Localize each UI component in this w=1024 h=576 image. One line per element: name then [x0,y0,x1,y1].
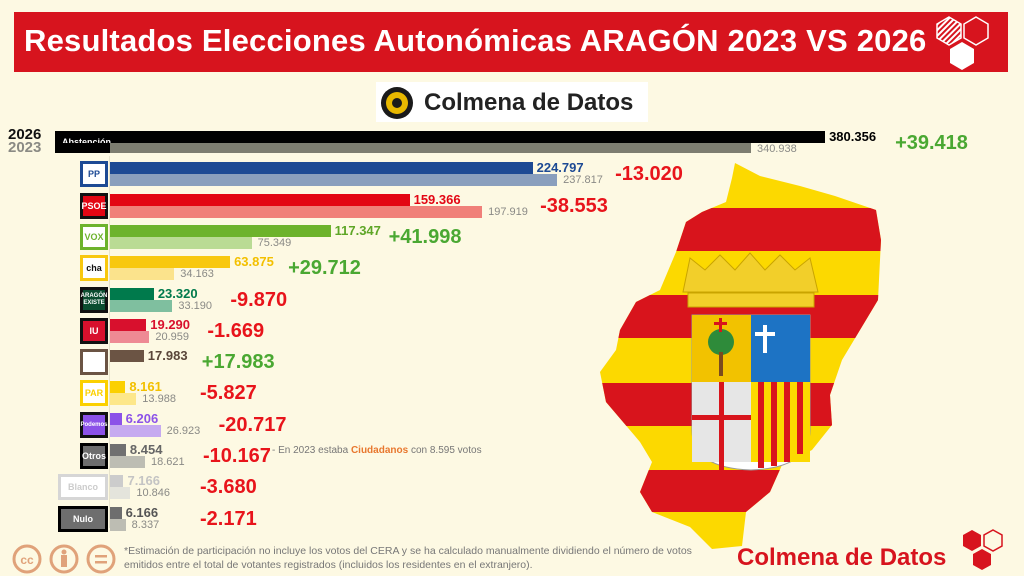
value-2026-aragon-existe: 23.320 [157,286,198,301]
bar-2026-abstencion [55,131,826,143]
cc-icon: cc [12,544,42,574]
brand-name: Colmena de Datos [424,89,634,116]
bar-2023-cha [110,268,175,280]
footnote: *Estimación de participación no incluye … [124,545,692,571]
value-2023-blanco: 10.846 [136,487,171,499]
value-2026-psoe: 159.366 [413,192,461,207]
bar-2023-aragon-existe [110,300,173,312]
party-label-abstencion: Abstención [62,137,112,147]
bar-2026-cha [110,256,231,268]
diff-otros: -10.167 [203,445,271,467]
party-logo-psoe: PSOE [80,193,108,219]
party-logo-iu: IU [80,318,108,344]
bar-2023-par [110,393,137,405]
diff-par: -5.827 [200,382,257,404]
label-background [55,143,110,153]
value-2026-teruel-existe: 17.983 [147,348,188,363]
hexagon-logo-icon [963,529,1003,570]
value-2023-pp: 237.817 [563,174,603,186]
bar-2023-nulo [110,519,126,531]
footer-brand: Colmena de Datos [737,544,947,571]
value-2026-vox: 117.347 [334,223,381,238]
diff-podemos: -20.717 [218,414,287,436]
bar-2026-blanco [110,475,124,487]
value-2026-pp: 224.797 [536,160,584,175]
bar-2026-pp [110,162,533,174]
svg-text:cc: cc [20,553,34,567]
party-logo-aragon-existe: ARAGÓN EXISTE [80,287,108,313]
bar-2023-pp [110,174,558,186]
brand-box: Colmena de Datos [376,82,648,122]
bee-emblem-icon [381,87,413,119]
diff-iu: -1.669 [207,320,265,342]
bar-2026-aragon-existe [110,288,154,300]
ciudadanos-label: Ciudadanos [350,445,409,456]
bar-2023-blanco [110,487,131,499]
value-2026-iu: 19.290 [150,317,191,332]
legend-2026: 2026 [8,126,42,143]
license-icons: cc [12,544,116,574]
party-logo-otros: Otros [80,443,108,469]
ciudadanos-note: - En 2023 estaba Ciudadanos con 8.595 vo… [272,445,482,456]
coat-of-arms [682,252,819,471]
bar-2026-teruel-existe [110,350,144,362]
value-2026-blanco: 7.166 [127,473,161,488]
bar-2026-par [110,381,126,393]
diff-pp: -13.020 [615,163,683,185]
value-2026-otros: 8.454 [129,442,163,457]
value-2023-par: 13.988 [142,393,176,405]
bar-2026-vox [110,225,331,237]
bar-2026-iu [110,319,147,331]
bar-2023-podemos [110,425,161,437]
diff-vox: +41.998 [388,226,462,248]
party-logo-cha: cha [80,255,108,281]
value-2026-par: 8.161 [129,379,162,394]
bar-2026-otros [110,444,126,456]
party-logo-par: PAR [80,380,108,406]
value-2023-aragon-existe: 33.190 [178,300,213,312]
diff-teruel-existe: +17.983 [201,351,275,373]
party-logo-podemos: Podemos [80,412,108,438]
diff-psoe: -38.553 [540,195,608,217]
value-2026-cha: 63.875 [234,254,274,269]
diff-abstencion: +39.418 [895,132,968,154]
party-logo-teruel-existe [80,349,108,375]
bar-2023-psoe [110,206,483,218]
value-2023-psoe: 197.919 [488,206,528,218]
diff-blanco: -3.680 [200,476,257,498]
hexagon-logo-icon [936,16,989,70]
by-icon [49,544,79,574]
value-2023-iu: 20.959 [155,331,190,343]
bar-2026-psoe [110,194,410,206]
bar-2023-vox [110,237,252,249]
legend-2023: 2023 [8,139,42,156]
value-2023-nulo: 8.337 [131,519,160,531]
nd-icon [86,544,116,574]
value-2023-abstencion: 340.938 [756,143,797,155]
bar-2026-nulo [110,507,122,519]
value-2026-nulo: 6.166 [125,505,159,520]
diff-nulo: -2.171 [200,508,257,530]
bar-2026-podemos [110,413,122,425]
value-2023-vox: 75.349 [257,237,292,249]
bar-2023-otros [110,456,145,468]
bar-2023-iu [110,331,150,343]
value-2026-podemos: 6.206 [125,411,159,426]
party-logo-blanco: Blanco [58,474,108,500]
page-title: Resultados Elecciones Autonómicas ARAGÓN… [24,23,927,58]
party-logo-vox: VOX [80,224,108,250]
title-banner: Resultados Elecciones Autonómicas ARAGÓN… [14,12,1008,72]
chart-axis [109,156,110,528]
diff-aragon-existe: -9.870 [230,289,288,311]
diff-cha: +29.712 [288,257,361,279]
value-2023-podemos: 26.923 [166,425,201,437]
value-2026-abstencion: 380.356 [829,129,877,144]
value-2023-cha: 34.163 [180,268,214,280]
value-2023-otros: 18.621 [151,456,185,468]
party-logo-nulo: Nulo [58,506,108,532]
party-logo-pp: PP [80,161,108,187]
bar-2023-abstencion [110,143,751,153]
